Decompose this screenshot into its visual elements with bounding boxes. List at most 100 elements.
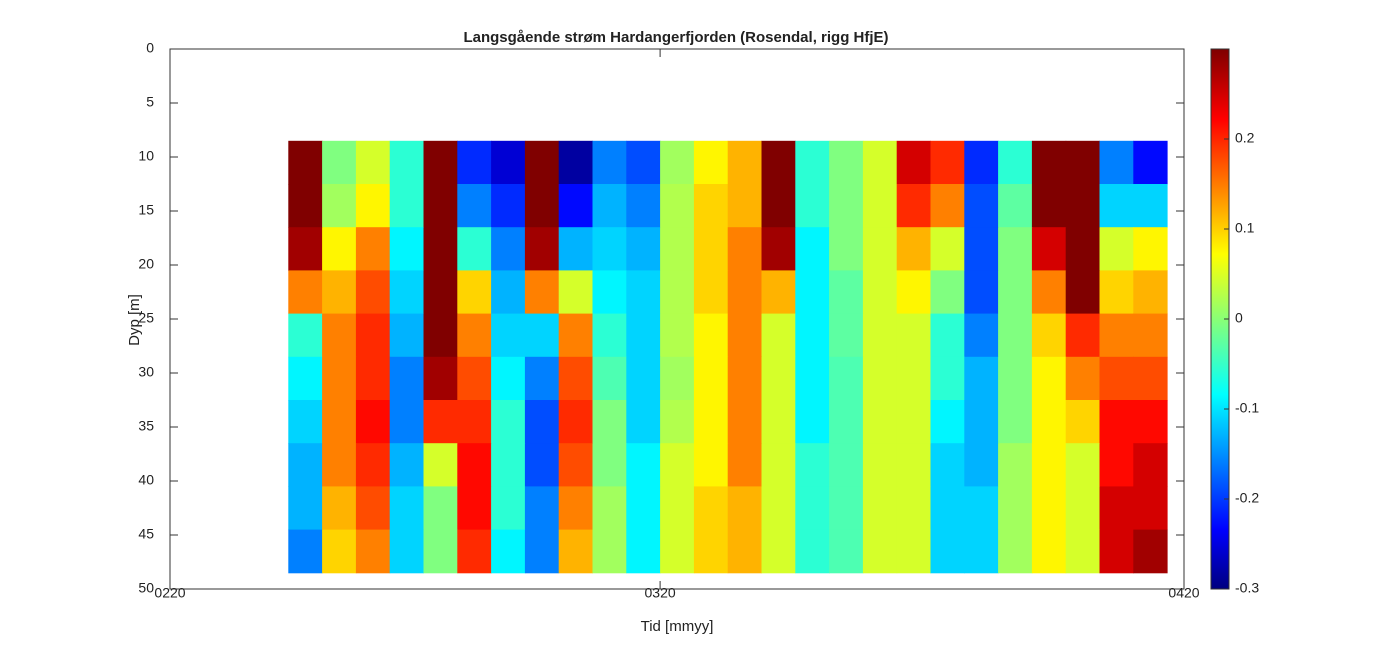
heatmap-cell	[829, 400, 864, 444]
heatmap-cell	[660, 313, 695, 358]
heatmap-cell	[795, 400, 830, 444]
x-axis-label: Tid [mmyy]	[641, 618, 714, 635]
heatmap-cell	[1031, 140, 1067, 185]
heatmap-cell	[693, 270, 729, 315]
heatmap-cell	[1031, 270, 1067, 315]
heatmap-cell	[423, 140, 458, 185]
heatmap-cell	[1133, 400, 1168, 444]
heatmap-cell	[423, 529, 458, 574]
heatmap-cell	[592, 356, 627, 401]
heatmap-cell	[1099, 313, 1134, 358]
heatmap-cell	[389, 270, 424, 315]
heatmap-cell	[1031, 529, 1067, 574]
heatmap-cell	[964, 140, 999, 185]
heatmap-cell	[322, 313, 357, 358]
heatmap-cell	[964, 443, 999, 487]
heatmap-cell	[457, 443, 492, 487]
heatmap-cell	[998, 313, 1033, 358]
heatmap-cell	[829, 227, 864, 271]
heatmap-cell	[524, 270, 560, 315]
heatmap-cell	[558, 529, 593, 574]
heatmap-cell	[862, 443, 898, 487]
heatmap-cell	[795, 313, 830, 358]
heatmap-cell	[558, 184, 593, 228]
colorbar-tick-label: -0.1	[1235, 400, 1259, 416]
heatmap-cell	[558, 400, 593, 444]
heatmap-cell	[355, 400, 391, 444]
heatmap-cell	[288, 400, 323, 444]
heatmap-cell	[457, 184, 492, 228]
heatmap-cell	[1133, 529, 1168, 574]
y-tick-label: 5	[146, 94, 154, 110]
heatmap-cell	[998, 443, 1033, 487]
heatmap-cell	[592, 140, 627, 185]
heatmap-cell	[761, 227, 796, 271]
heatmap-cell	[660, 184, 695, 228]
heatmap-cell	[693, 140, 729, 185]
heatmap-cell	[626, 270, 661, 315]
heatmap-cell	[829, 486, 864, 531]
heatmap-cell	[1031, 443, 1067, 487]
heatmap-cell	[1065, 227, 1100, 271]
heatmap-cell	[795, 227, 830, 271]
heatmap-cell	[829, 270, 864, 315]
heatmap-cell	[491, 313, 526, 358]
heatmap-cell	[524, 313, 560, 358]
heatmap-cell	[457, 356, 492, 401]
heatmap-cell	[288, 443, 323, 487]
heatmap-cell	[592, 486, 627, 531]
heatmap-cell	[693, 184, 729, 228]
heatmap-cell	[288, 184, 323, 228]
heatmap-cell	[896, 140, 931, 185]
x-tick-label: 0420	[1168, 585, 1199, 601]
heatmap-cell	[558, 270, 593, 315]
heatmap-cell	[355, 443, 391, 487]
heatmap-cell	[1031, 227, 1067, 271]
heatmap-cell	[1099, 486, 1134, 531]
heatmap-cell	[829, 313, 864, 358]
heatmap-cell	[626, 443, 661, 487]
heatmap-cell	[930, 184, 965, 228]
heatmap-cell	[288, 356, 323, 401]
heatmap-cell	[1065, 443, 1100, 487]
heatmap-cell	[727, 486, 762, 531]
heatmap-cell	[524, 140, 560, 185]
heatmap-cell	[829, 443, 864, 487]
heatmap-cell	[1065, 313, 1100, 358]
heatmap-cell	[1031, 313, 1067, 358]
heatmap-cell	[862, 227, 898, 271]
heatmap-cell	[355, 270, 391, 315]
heatmap-cell	[389, 529, 424, 574]
heatmap-cell	[355, 227, 391, 271]
heatmap-cell	[795, 356, 830, 401]
heatmap-cell	[727, 400, 762, 444]
x-tick-label: 0320	[645, 585, 676, 601]
heatmap-cell	[693, 227, 729, 271]
colorbar-tick-label: -0.3	[1235, 580, 1259, 596]
heatmap-cell	[930, 270, 965, 315]
heatmap-cell	[660, 270, 695, 315]
heatmap-cell	[727, 529, 762, 574]
heatmap-cell	[964, 529, 999, 574]
heatmap-cell	[457, 400, 492, 444]
y-tick-label: 25	[138, 310, 154, 326]
heatmap-cell	[795, 270, 830, 315]
heatmap-cell	[558, 313, 593, 358]
heatmap-cell	[1133, 486, 1168, 531]
heatmap-cell	[964, 227, 999, 271]
heatmap-cell	[998, 270, 1033, 315]
heatmap-cell	[322, 443, 357, 487]
heatmap-cell	[355, 486, 391, 531]
heatmap-cell	[727, 140, 762, 185]
heatmap-cell	[558, 486, 593, 531]
heatmap-cell	[322, 400, 357, 444]
heatmap-cell	[896, 313, 931, 358]
heatmap-cell	[1133, 184, 1168, 228]
heatmap-cell	[322, 529, 357, 574]
heatmap-cell	[1133, 270, 1168, 315]
heatmap-cell	[1065, 356, 1100, 401]
heatmap-cell	[693, 486, 729, 531]
heatmap-cell	[761, 140, 796, 185]
heatmap-cell	[322, 356, 357, 401]
y-tick-label: 30	[138, 364, 154, 380]
